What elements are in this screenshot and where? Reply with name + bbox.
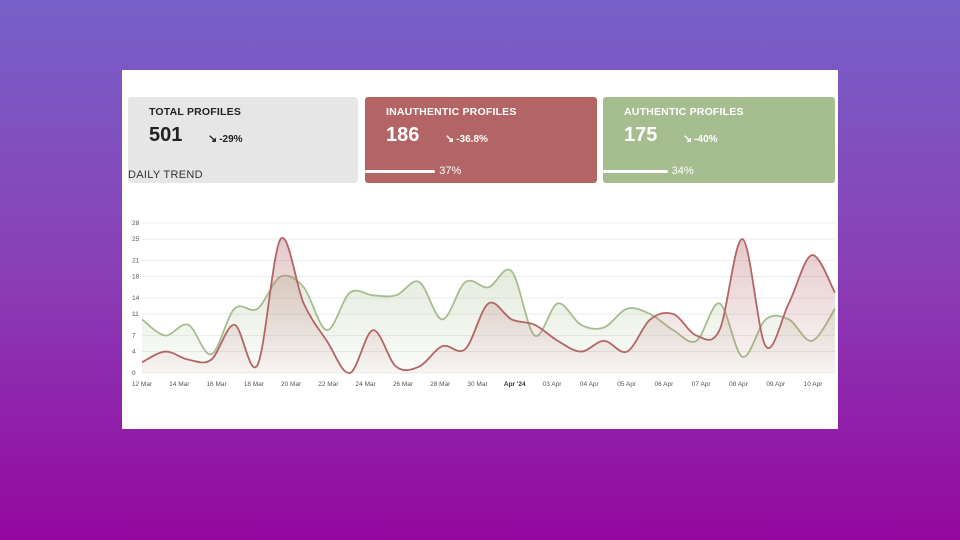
y-tick-label: 0 [132,370,136,377]
y-tick-label: 14 [132,295,140,302]
y-tick-label: 25 [132,236,140,243]
authentic-profiles-value: 175 [624,124,658,146]
chart-y-ticks: 0 4 7 11 14 18 21 25 28 [132,220,140,377]
series-1-line[interactable] [141,268,836,358]
inauthentic-profiles-change-value: -36.8% [456,134,488,145]
y-tick-label: 4 [132,349,136,356]
total-profiles-card[interactable]: TOTAL PROFILES 501 ↘ -29% [128,97,358,183]
x-tick-label: 05 Apr [617,381,637,388]
x-tick-label: 24 Mar [356,381,377,388]
y-tick-label: 7 [132,333,136,340]
inauthentic-share-label: 37% [439,165,462,177]
series-0-area [142,237,835,374]
chart-series [141,237,836,374]
x-tick-label: 26 Mar [393,381,414,388]
series-0-line[interactable] [141,237,836,374]
x-tick-label: 10 Apr [804,381,824,388]
x-tick-label: 14 Mar [169,381,190,388]
x-tick-label: 22 Mar [318,381,339,388]
x-tick-label: 20 Mar [281,381,302,388]
x-tick-label: Apr '24 [504,381,526,388]
x-tick-label: 08 Apr [729,381,749,388]
authentic-profiles-change-value: -40% [694,134,718,145]
authentic-profiles-title: AUTHENTIC PROFILES [624,106,744,118]
total-profiles-change: ↘ -29% [208,132,243,145]
y-tick-label: 21 [132,258,140,265]
x-tick-label: 09 Apr [766,381,786,388]
authentic-share-bar [603,170,668,173]
dashboard-panel: TOTAL PROFILES 501 ↘ -29% INAUTHENTIC PRO… [122,70,838,429]
trend-down-right-icon: ↘ [683,133,693,145]
daily-trend-chart[interactable]: 0 4 7 11 14 18 21 25 28 12 Mar 14 Mar 16 Mar 18 Mar… [122,210,838,395]
trend-down-right-icon: ↘ [445,133,455,145]
y-tick-label: 18 [132,274,140,281]
x-tick-label: 12 Mar [132,381,153,388]
inauthentic-profiles-title: INAUTHENTIC PROFILES [386,106,517,118]
chart-x-ticks: 12 Mar 14 Mar 16 Mar 18 Mar 20 Mar 22 Mar 24 M… [132,381,823,388]
authentic-share-label: 34% [671,165,694,177]
inauthentic-profiles-value: 186 [386,124,420,146]
authentic-profiles-card[interactable]: AUTHENTIC PROFILES 175 ↘ -40% 34% [603,97,835,183]
total-profiles-change-value: -29% [219,134,243,145]
x-tick-label: 03 Apr [543,381,563,388]
x-tick-label: 28 Mar [430,381,451,388]
inauthentic-profiles-card[interactable]: INAUTHENTIC PROFILES 186 ↘ -36.8% 37% [365,97,597,183]
y-tick-label: 28 [132,220,140,227]
daily-trend-title: DAILY TREND [128,169,203,181]
total-profiles-value: 501 [149,124,183,146]
x-tick-label: 07 Apr [692,381,712,388]
inauthentic-share-bar [365,170,436,173]
x-tick-label: 16 Mar [206,381,227,388]
x-tick-label: 06 Apr [654,381,674,388]
x-tick-label: 18 Mar [244,381,265,388]
y-tick-label: 11 [132,311,139,318]
total-profiles-title: TOTAL PROFILES [149,106,242,118]
inauthentic-profiles-change: ↘ -36.8% [445,132,488,145]
authentic-profiles-change: ↘ -40% [683,132,718,145]
trend-down-right-icon: ↘ [208,133,218,145]
x-tick-label: 04 Apr [580,381,600,388]
x-tick-label: 30 Mar [467,381,488,388]
